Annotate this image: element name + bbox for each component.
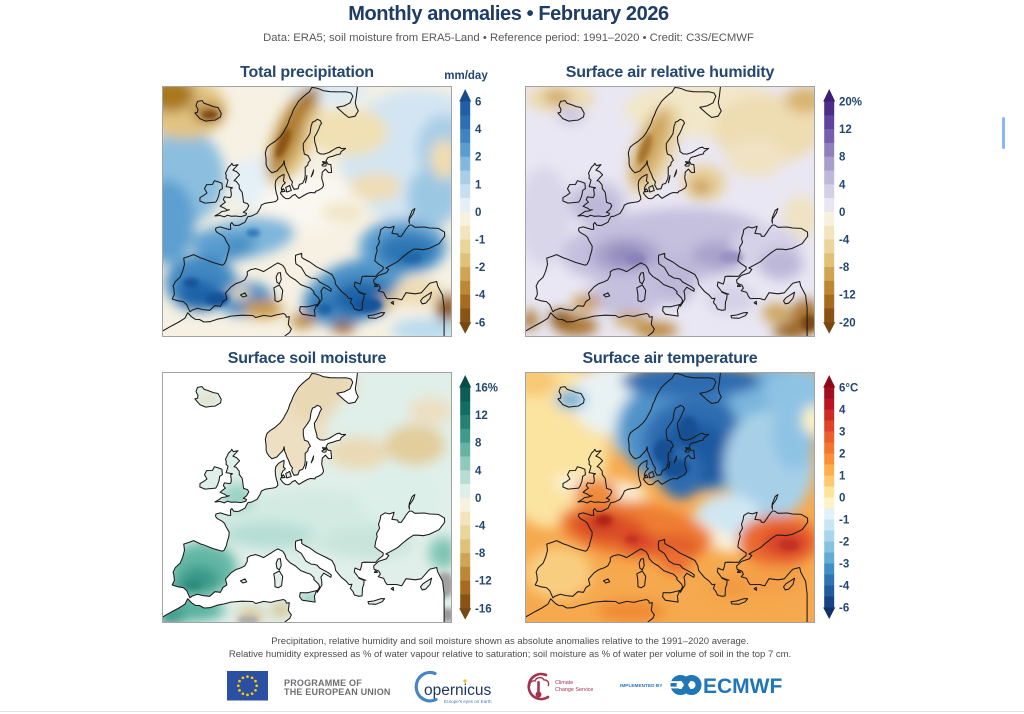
svg-text:-8: -8 [839,262,850,274]
svg-text:-2: -2 [475,262,485,274]
svg-text:4: 4 [839,405,846,417]
svg-text:-6: -6 [475,317,485,329]
svg-text:20%: 20% [839,97,862,109]
svg-text:12: 12 [839,124,852,136]
svg-text:Change Service: Change Service [555,687,593,693]
svg-text:4: 4 [475,124,482,136]
svg-text:12: 12 [475,410,488,422]
svg-text:-1: -1 [839,515,850,527]
svg-text:6: 6 [475,97,481,109]
svg-text:0: 0 [475,207,481,219]
svg-text:-4: -4 [839,235,850,247]
svg-text:4: 4 [839,179,846,191]
svg-text:0: 0 [475,493,481,505]
svg-text:ECMWF: ECMWF [703,675,782,698]
svg-text:-16: -16 [475,603,492,615]
svg-text:8: 8 [475,438,482,450]
svg-text:-12: -12 [475,576,492,588]
svg-text:-12: -12 [839,290,856,302]
svg-text:-4: -4 [475,290,486,302]
svg-text:0: 0 [839,493,845,505]
svg-text:1: 1 [839,471,846,483]
svg-text:2: 2 [839,449,845,461]
svg-text:16%: 16% [475,383,498,395]
svg-text:1: 1 [475,179,482,191]
svg-text:-4: -4 [839,581,850,593]
svg-text:-6: -6 [839,603,849,615]
svg-text:opernicus: opernicus [424,682,491,699]
svg-text:2: 2 [475,152,481,164]
svg-text:-3: -3 [839,559,849,571]
svg-text:Europe's eyes on Earth: Europe's eyes on Earth [444,699,492,704]
svg-text:0: 0 [839,207,845,219]
svg-text:-4: -4 [475,521,486,533]
svg-text:8: 8 [839,152,846,164]
svg-text:6°C: 6°C [839,383,858,395]
svg-text:-20: -20 [839,317,856,329]
svg-text:Climate: Climate [555,680,573,686]
svg-text:-8: -8 [475,548,486,560]
svg-text:4: 4 [475,465,482,477]
svg-text:3: 3 [839,427,845,439]
svg-text:-2: -2 [839,537,849,549]
svg-text:-1: -1 [475,235,486,247]
